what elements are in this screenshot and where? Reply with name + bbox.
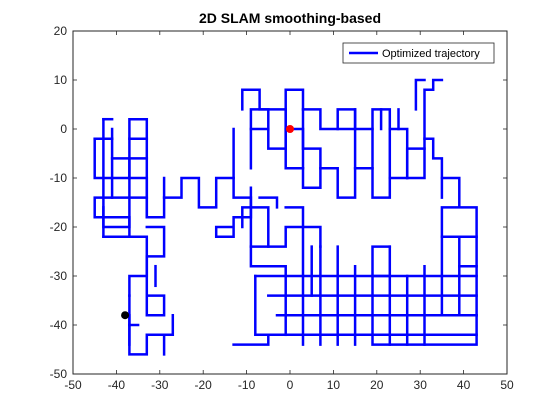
y-tick-label: 0	[60, 122, 67, 136]
y-tick-label: -20	[50, 220, 68, 234]
legend-box	[342, 42, 495, 64]
start-marker	[286, 125, 294, 133]
trajectory-segment-30	[254, 274, 270, 337]
x-tick-label: -50	[64, 378, 82, 392]
trajectory-segment-14	[414, 78, 426, 111]
trajectory-segment-41	[258, 196, 279, 209]
x-tick-label: 40	[457, 378, 471, 392]
x-tick-label: 10	[327, 378, 341, 392]
trajectory-segment-34	[232, 333, 270, 346]
x-tick-label: -20	[195, 378, 213, 392]
x-tick-label: 20	[370, 378, 384, 392]
x-tick-label: 50	[500, 378, 514, 392]
y-tick-label: -40	[50, 318, 68, 332]
trajectory-segment-1	[214, 127, 253, 239]
x-tick-label: 30	[414, 378, 428, 392]
y-tick-label: -30	[50, 269, 68, 283]
end-marker	[121, 311, 130, 320]
marker-layer	[121, 125, 294, 320]
trajectory-segment-13	[423, 137, 444, 199]
trajectory-segment-53	[102, 235, 166, 317]
x-tick-label: -10	[238, 378, 256, 392]
trajectory-segment-2	[241, 186, 270, 248]
trajectory-segment-24	[371, 245, 392, 278]
y-tick-label: 20	[54, 24, 68, 38]
y-tick-label: 10	[54, 73, 68, 87]
tick-layer: -50 -40 -30 -20 -10 0 10 20 30 40 50 -50 -40 -30 -20 -1…	[50, 24, 514, 392]
x-tick-label: -30	[151, 378, 169, 392]
y-tick-label: -50	[50, 367, 68, 381]
y-tick-label: -10	[50, 171, 68, 185]
chart-title: 2D SLAM smoothing-based	[199, 10, 381, 26]
plot-background	[73, 31, 507, 374]
trajectory-segment-12	[405, 147, 426, 180]
x-tick-label: 0	[287, 378, 294, 392]
data-layer	[93, 78, 478, 356]
trajectory-segment-49	[128, 117, 149, 141]
trajectory-segment-38	[249, 245, 287, 278]
trajectory-segment-55	[128, 225, 166, 297]
trajectory-segment-7	[353, 108, 374, 170]
legend-label: Optimized trajectory	[382, 48, 480, 60]
legend: Optimized trajectory	[342, 42, 495, 64]
trajectory-segment-39	[267, 225, 305, 278]
trajectory-segment-3	[249, 108, 409, 199]
trajectory-segment-40	[284, 206, 322, 248]
x-tick-label: -40	[108, 378, 126, 392]
